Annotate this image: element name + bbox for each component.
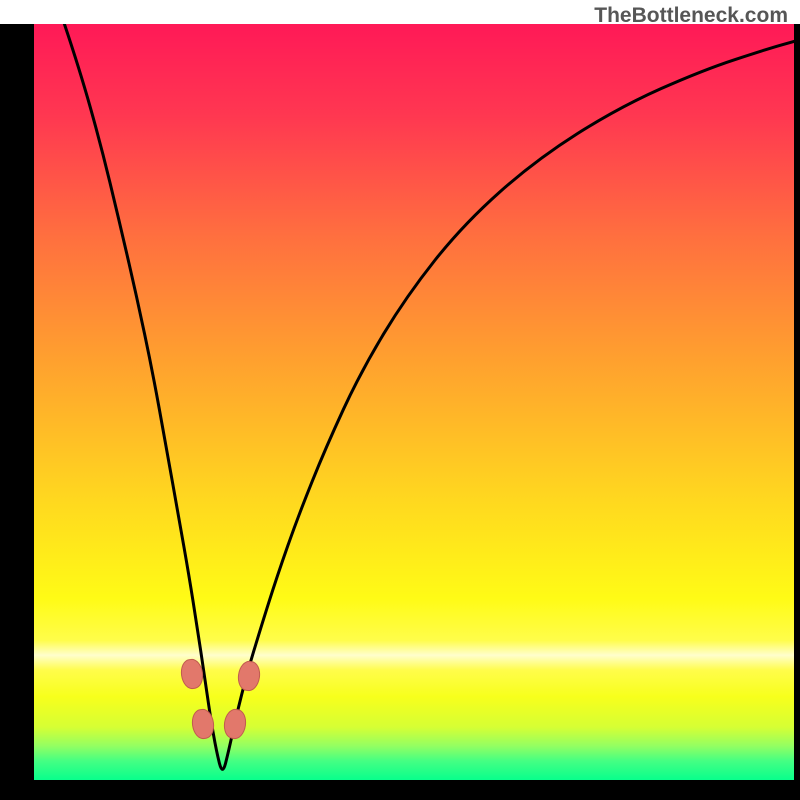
curve-marker — [222, 708, 248, 741]
plot-area — [34, 24, 794, 780]
watermark-text: TheBottleneck.com — [594, 4, 788, 28]
frame-right — [794, 24, 800, 800]
curve-marker — [236, 660, 262, 693]
frame-bottom — [0, 780, 800, 800]
curve-marker — [190, 708, 216, 741]
frame-left — [0, 24, 34, 800]
markers-layer — [34, 24, 794, 780]
curve-marker — [179, 658, 205, 691]
